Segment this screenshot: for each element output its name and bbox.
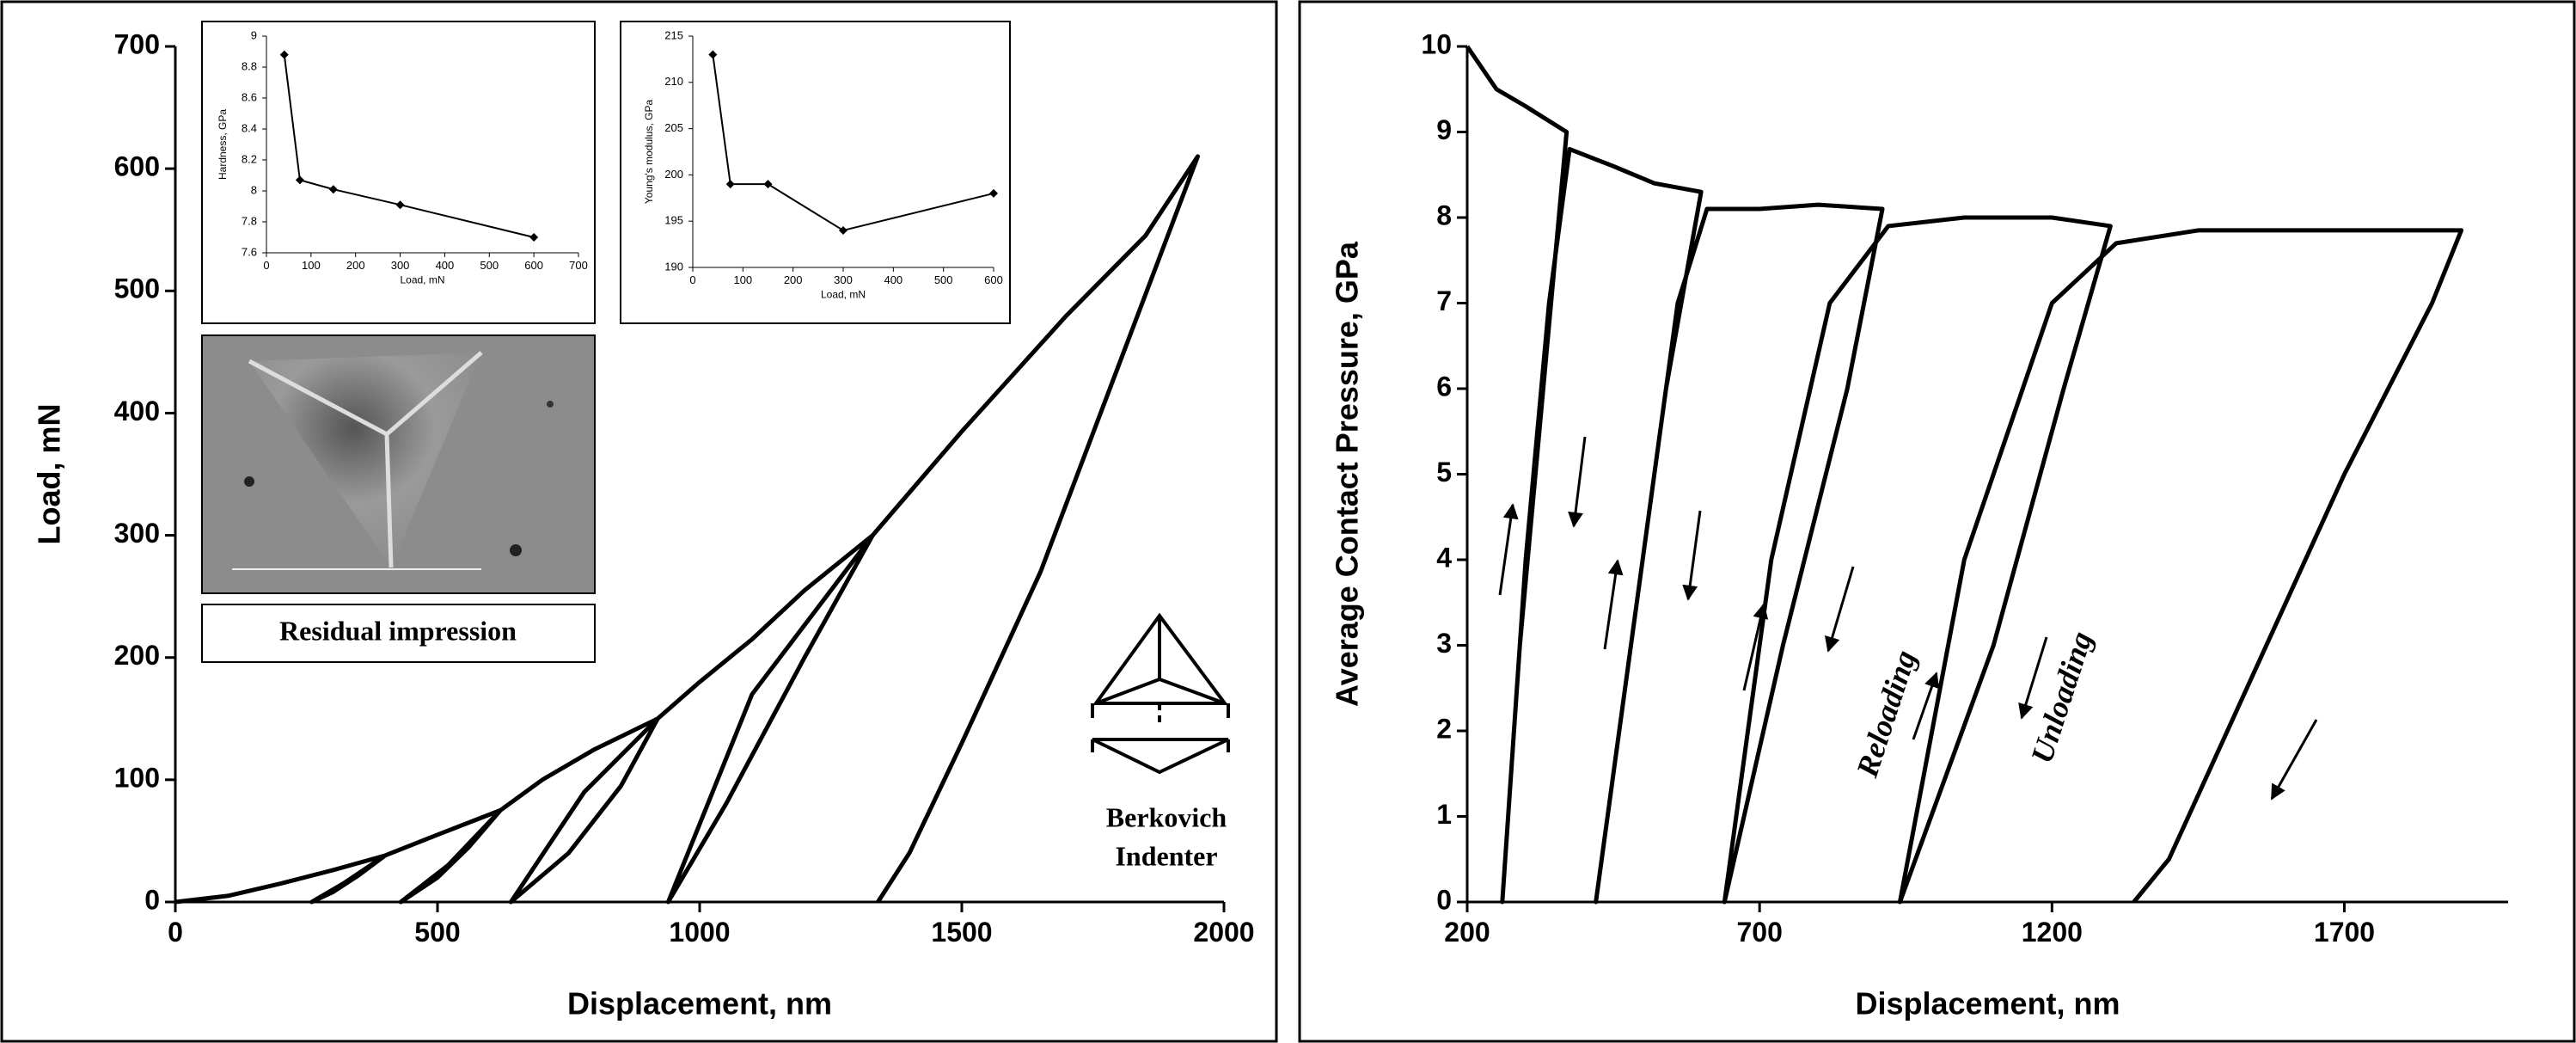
caption: Residual impression <box>279 615 517 646</box>
y-tick-label: 215 <box>664 28 683 41</box>
data-point <box>839 225 847 235</box>
y-tick-label: 7.8 <box>242 214 257 227</box>
data-point <box>295 175 304 185</box>
x-tick-label: 600 <box>524 259 543 272</box>
left-frame <box>0 0 1278 1043</box>
data-point <box>725 180 735 189</box>
y-tick-label: 8.6 <box>242 90 257 103</box>
indenter-icon <box>1091 612 1230 775</box>
x-tick-label: 1200 <box>2022 917 2083 948</box>
y-axis-label: Hardness, GPa <box>217 109 229 180</box>
sem-photo <box>201 334 596 594</box>
x-axis-label: Displacement, nm <box>1855 986 2120 1022</box>
y-tick-label: 7.6 <box>242 245 257 258</box>
y-tick-label: 400 <box>114 396 160 426</box>
x-tick-label: 300 <box>834 273 853 286</box>
annotation: Berkovich <box>1106 801 1227 832</box>
x-tick-label: 400 <box>884 273 903 286</box>
y-tick-label: 8 <box>1436 199 1452 230</box>
inset-frame <box>620 21 1011 324</box>
data-line <box>174 154 1200 905</box>
y-tick-label: 200 <box>664 168 683 181</box>
arrows <box>1498 436 2318 801</box>
x-tick-label: 300 <box>391 259 410 272</box>
x-tick-label: 500 <box>480 259 499 272</box>
y-tick-label: 8.2 <box>242 152 257 165</box>
x-tick-label: 2000 <box>1193 917 1254 948</box>
x-tick-label: 0 <box>263 259 269 272</box>
y-tick-label: 210 <box>664 75 683 88</box>
data-point <box>989 188 998 198</box>
y-tick-label: 100 <box>114 762 160 793</box>
y-tick-label: 205 <box>664 121 683 134</box>
caption-box <box>201 604 596 663</box>
x-tick-label: 500 <box>934 273 953 286</box>
data-point <box>328 185 338 194</box>
data-point <box>763 180 773 189</box>
y-tick-label: 9 <box>1436 114 1452 145</box>
data-point <box>529 233 539 242</box>
y-axis-label: Young's modulus, GPa <box>643 100 655 205</box>
y-tick-label: 300 <box>114 518 160 549</box>
x-tick-label: 700 <box>1736 917 1782 948</box>
y-tick-label: 190 <box>664 260 683 273</box>
x-tick-label: 100 <box>302 259 321 272</box>
y-tick-label: 7 <box>1436 285 1452 316</box>
x-tick-label: 500 <box>414 917 460 948</box>
x-tick-label: 1500 <box>931 917 992 948</box>
x-tick-label: 1700 <box>2314 917 2375 948</box>
y-tick-label: 5 <box>1436 457 1452 488</box>
data-line <box>1465 45 2464 905</box>
y-tick-label: 4 <box>1436 542 1452 573</box>
y-tick-label: 2 <box>1436 713 1452 744</box>
x-tick-label: 200 <box>1444 917 1490 948</box>
y-tick-label: 6 <box>1436 371 1452 402</box>
x-tick-label: 1000 <box>669 917 730 948</box>
inset-frame <box>201 21 596 324</box>
y-axis-label: Average Contact Pressure, GPa <box>1330 241 1365 707</box>
x-tick-label: 0 <box>168 917 183 948</box>
y-tick-label: 3 <box>1436 628 1452 659</box>
y-tick-label: 8.8 <box>242 59 257 72</box>
y-tick-label: 700 <box>114 28 160 59</box>
y-tick-label: 200 <box>114 640 160 671</box>
y-tick-label: 8.4 <box>242 121 257 134</box>
x-tick-label: 600 <box>984 273 1003 286</box>
data-point <box>279 50 289 59</box>
x-tick-label: 100 <box>733 273 752 286</box>
y-tick-label: 0 <box>144 884 160 915</box>
x-tick-label: 0 <box>689 273 695 286</box>
data-point <box>708 50 718 59</box>
x-tick-label: 200 <box>346 259 365 272</box>
x-tick-label: 400 <box>436 259 455 272</box>
x-axis-label: Load, mN <box>400 274 444 286</box>
y-tick-label: 500 <box>114 273 160 304</box>
y-tick-label: 8 <box>251 183 257 196</box>
x-tick-label: 700 <box>569 259 588 272</box>
x-tick-label: 200 <box>784 273 803 286</box>
y-tick-label: 1 <box>1436 799 1452 830</box>
y-tick-label: 9 <box>251 28 257 41</box>
x-axis-label: Load, mN <box>821 289 866 301</box>
y-tick-label: 195 <box>664 214 683 227</box>
y-tick-label: 0 <box>1436 884 1452 915</box>
annotation: Unloading <box>2024 628 2099 768</box>
y-tick-label: 600 <box>114 151 160 182</box>
data-point <box>395 200 405 210</box>
annotation: Indenter <box>1115 840 1217 871</box>
x-axis-label: Displacement, nm <box>567 986 832 1022</box>
annotation: Reloading <box>1850 646 1923 782</box>
y-axis-label: Load, mN <box>32 403 67 544</box>
y-tick-label: 10 <box>1421 28 1452 59</box>
right-frame <box>1298 0 2576 1043</box>
